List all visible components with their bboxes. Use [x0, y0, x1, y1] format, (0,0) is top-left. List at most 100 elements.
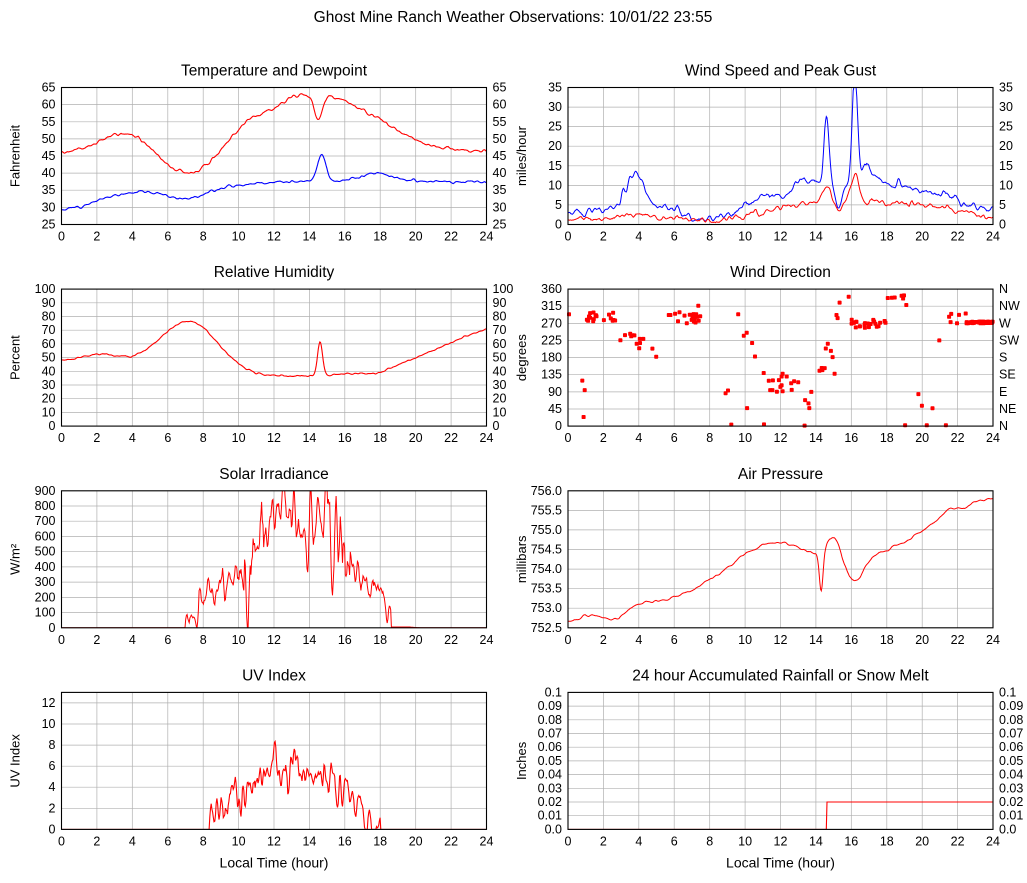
svg-text:20: 20: [548, 139, 562, 153]
svg-text:0: 0: [58, 633, 65, 647]
svg-text:800: 800: [35, 499, 56, 513]
svg-text:8: 8: [49, 738, 56, 752]
svg-text:400: 400: [35, 560, 56, 574]
svg-text:N: N: [999, 282, 1008, 296]
svg-text:0.08: 0.08: [999, 713, 1023, 727]
svg-text:0: 0: [565, 834, 572, 848]
svg-text:16: 16: [844, 230, 858, 244]
svg-text:0.03: 0.03: [999, 781, 1023, 795]
svg-text:12: 12: [267, 633, 281, 647]
svg-text:10: 10: [493, 405, 507, 419]
svg-text:UV Index: UV Index: [242, 667, 306, 684]
svg-text:80: 80: [42, 310, 56, 324]
svg-text:10: 10: [738, 431, 752, 445]
svg-text:16: 16: [338, 230, 352, 244]
svg-text:100: 100: [35, 282, 56, 296]
svg-text:4: 4: [129, 431, 136, 445]
svg-text:0.1: 0.1: [545, 685, 562, 699]
svg-text:0.06: 0.06: [538, 740, 562, 754]
svg-text:22: 22: [444, 633, 458, 647]
svg-text:30: 30: [42, 200, 56, 214]
svg-text:12: 12: [267, 230, 281, 244]
svg-text:35: 35: [493, 183, 507, 197]
svg-text:0.09: 0.09: [999, 699, 1023, 713]
svg-text:12: 12: [267, 834, 281, 848]
svg-text:22: 22: [444, 230, 458, 244]
svg-text:20: 20: [409, 834, 423, 848]
svg-text:18: 18: [880, 633, 894, 647]
svg-text:24: 24: [986, 633, 1000, 647]
svg-text:16: 16: [338, 633, 352, 647]
svg-text:4: 4: [129, 834, 136, 848]
svg-text:24: 24: [480, 230, 494, 244]
svg-text:2: 2: [49, 801, 56, 815]
svg-text:8: 8: [200, 633, 207, 647]
svg-text:0: 0: [999, 218, 1006, 232]
svg-text:22: 22: [444, 834, 458, 848]
svg-text:6: 6: [671, 431, 678, 445]
svg-text:5: 5: [999, 198, 1006, 212]
svg-text:0.03: 0.03: [538, 781, 562, 795]
svg-text:miles/hour: miles/hour: [514, 125, 529, 186]
svg-text:0.08: 0.08: [538, 713, 562, 727]
svg-text:6: 6: [49, 759, 56, 773]
svg-text:14: 14: [302, 431, 316, 445]
svg-text:0.0: 0.0: [545, 822, 562, 836]
svg-text:22: 22: [951, 633, 965, 647]
svg-text:18: 18: [373, 633, 387, 647]
svg-text:2: 2: [600, 633, 607, 647]
svg-text:14: 14: [302, 834, 316, 848]
svg-text:0.1: 0.1: [999, 685, 1016, 699]
svg-text:NW: NW: [999, 299, 1020, 313]
svg-text:2: 2: [93, 834, 100, 848]
svg-text:14: 14: [809, 834, 823, 848]
svg-text:30: 30: [999, 100, 1013, 114]
svg-text:24: 24: [480, 431, 494, 445]
svg-text:Relative Humidity: Relative Humidity: [214, 264, 335, 281]
svg-text:90: 90: [42, 296, 56, 310]
svg-text:12: 12: [774, 230, 788, 244]
svg-text:10: 10: [42, 405, 56, 419]
svg-text:2: 2: [600, 230, 607, 244]
svg-text:W: W: [999, 316, 1011, 330]
svg-text:50: 50: [493, 351, 507, 365]
svg-text:755.5: 755.5: [531, 503, 562, 517]
svg-text:45: 45: [493, 149, 507, 163]
svg-text:Air Pressure: Air Pressure: [738, 466, 823, 483]
svg-text:2: 2: [93, 633, 100, 647]
svg-text:50: 50: [493, 132, 507, 146]
svg-text:16: 16: [338, 431, 352, 445]
svg-text:40: 40: [42, 364, 56, 378]
svg-text:SE: SE: [999, 368, 1016, 382]
svg-text:12: 12: [267, 431, 281, 445]
svg-text:22: 22: [951, 230, 965, 244]
svg-text:40: 40: [493, 166, 507, 180]
svg-text:4: 4: [635, 633, 642, 647]
svg-text:0.07: 0.07: [538, 727, 562, 741]
svg-text:0.0: 0.0: [999, 822, 1016, 836]
svg-text:6: 6: [671, 633, 678, 647]
svg-text:0: 0: [49, 419, 56, 433]
svg-text:Temperature and Dewpoint: Temperature and Dewpoint: [181, 63, 368, 80]
svg-text:2: 2: [93, 431, 100, 445]
svg-text:10: 10: [42, 717, 56, 731]
svg-text:Local Time (hour): Local Time (hour): [220, 854, 329, 870]
svg-text:755.0: 755.0: [531, 523, 562, 537]
svg-text:70: 70: [493, 323, 507, 337]
svg-text:70: 70: [42, 323, 56, 337]
svg-text:0: 0: [565, 633, 572, 647]
svg-text:0: 0: [555, 419, 562, 433]
svg-text:18: 18: [880, 431, 894, 445]
svg-text:25: 25: [493, 218, 507, 232]
svg-text:14: 14: [809, 431, 823, 445]
svg-text:0.01: 0.01: [999, 809, 1023, 823]
svg-text:500: 500: [35, 545, 56, 559]
svg-text:8: 8: [200, 834, 207, 848]
svg-text:600: 600: [35, 530, 56, 544]
svg-text:200: 200: [35, 590, 56, 604]
svg-text:12: 12: [774, 633, 788, 647]
svg-text:40: 40: [42, 166, 56, 180]
svg-text:24: 24: [480, 633, 494, 647]
svg-text:Ghost Mine Ranch Weather Obser: Ghost Mine Ranch Weather Observations: 1…: [314, 9, 713, 26]
svg-text:0: 0: [49, 621, 56, 635]
